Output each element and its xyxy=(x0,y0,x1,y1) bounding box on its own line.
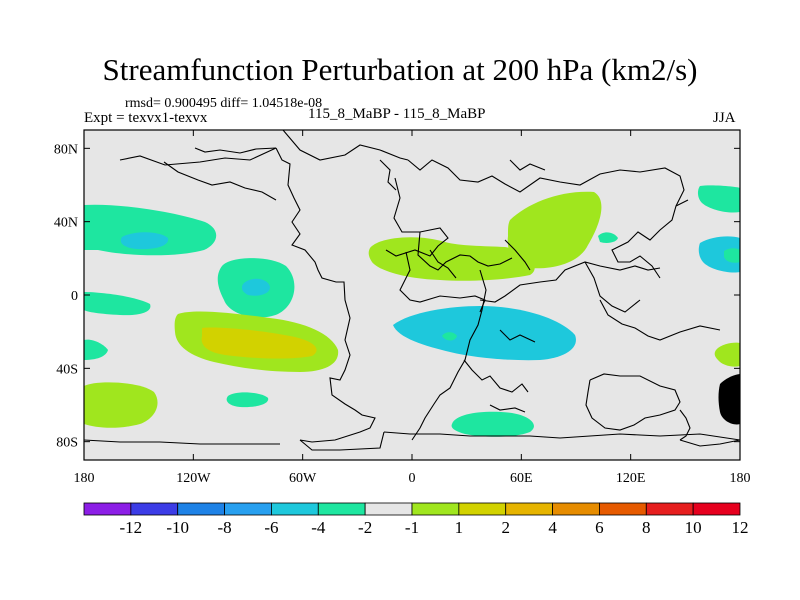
y-tick-label: 40S xyxy=(56,362,78,377)
colorbar-swatch xyxy=(505,502,553,516)
colorbar-label: -8 xyxy=(217,518,231,537)
x-tick-label: 60W xyxy=(289,471,317,486)
colorbar-swatch xyxy=(83,502,132,516)
colorbar-swatch xyxy=(224,502,272,516)
contour-region-west-pacific-40n-core xyxy=(120,232,169,250)
contour-region-west-pacific-40n xyxy=(84,204,217,256)
colorbar-swatch xyxy=(364,502,413,516)
y-tick-label: 40N xyxy=(54,216,78,231)
x-tick-label: 180 xyxy=(730,471,751,486)
contour-region-southern-ocean-70s xyxy=(442,332,457,341)
y-axis: 80N 40N 0 40S 80S xyxy=(54,142,740,451)
colorbar-label: 6 xyxy=(595,518,604,537)
colorbar-label: -2 xyxy=(358,518,372,537)
colorbar-label: 1 xyxy=(455,518,464,537)
contour-fill-layer xyxy=(84,185,740,437)
y-tick-label: 80S xyxy=(56,436,78,451)
contour-region-asia-40n xyxy=(507,191,602,269)
contour-region-atlantic-60s xyxy=(226,392,269,408)
colorbar-label: 10 xyxy=(685,518,702,537)
colorbar-label: -12 xyxy=(120,518,143,537)
contour-region-east-pacific-30s xyxy=(724,248,740,263)
rmsd-stats: rmsd= 0.900495 diff= 1.04518e-08 xyxy=(125,96,323,111)
contour-region-date-line-0 xyxy=(84,292,151,316)
colorbar-label: -4 xyxy=(311,518,326,537)
y-tick-label: 0 xyxy=(71,289,78,304)
colorbar-swatch xyxy=(458,502,507,516)
x-tick-label: 120E xyxy=(616,471,646,486)
x-axis: 180 120W 60W 0 60E 120E 180 xyxy=(74,130,751,486)
colorbar: -12 -10 -8 -6 -4 -2 -1 1 2 4 6 8 10 12 xyxy=(83,502,749,537)
colorbar-swatch xyxy=(552,502,600,516)
colorbar-swatch xyxy=(599,502,647,516)
contour-region-east-pacific-55s xyxy=(714,342,740,367)
x-tick-label: 0 xyxy=(409,471,416,486)
contour-region-indian-ocean-20s xyxy=(598,232,618,243)
colorbar-swatch xyxy=(271,502,319,516)
difference-label: 115_8_MaBP - 115_8_MaBP xyxy=(308,106,486,122)
colorbar-swatch xyxy=(692,502,741,516)
map-background xyxy=(84,130,740,460)
colorbar-swatch xyxy=(177,502,225,516)
chart-title: Streamfunction Perturbation at 200 hPa (… xyxy=(102,52,698,87)
contour-region-south-pacific-30s-core xyxy=(201,327,317,359)
colorbar-label: 2 xyxy=(501,518,510,537)
colorbar-label: -6 xyxy=(264,518,278,537)
colorbar-label: 12 xyxy=(732,518,749,537)
colorbar-swatch xyxy=(411,502,460,516)
contour-region-east-pacific-20n-core xyxy=(698,236,740,273)
coastlines xyxy=(84,130,740,451)
colorbar-swatch xyxy=(130,502,179,516)
season-label: JJA xyxy=(713,110,736,126)
colorbar-label: 8 xyxy=(642,518,651,537)
colorbar-swatch xyxy=(317,502,366,516)
contour-region-west-edge-55s xyxy=(84,382,158,428)
x-tick-label: 120W xyxy=(176,471,211,486)
contour-region-north-pacific-10n-core xyxy=(241,278,270,296)
contour-region-east-pacific-50n xyxy=(451,411,534,437)
experiment-label: Expt = texvx1-texvx xyxy=(84,110,208,126)
contour-region-indian-ocean-20s-core xyxy=(393,306,576,361)
colorbar-label: 4 xyxy=(548,518,557,537)
contour-region-east-pacific-20n xyxy=(697,185,740,213)
contour-region-west-edge-30s xyxy=(84,339,108,360)
x-tick-label: 60E xyxy=(510,471,533,486)
colorbar-label: -10 xyxy=(166,518,189,537)
x-tick-label: 180 xyxy=(74,471,95,486)
y-tick-label: 80N xyxy=(54,142,78,157)
colorbar-swatch xyxy=(645,502,694,516)
colorbar-label: -1 xyxy=(405,518,419,537)
